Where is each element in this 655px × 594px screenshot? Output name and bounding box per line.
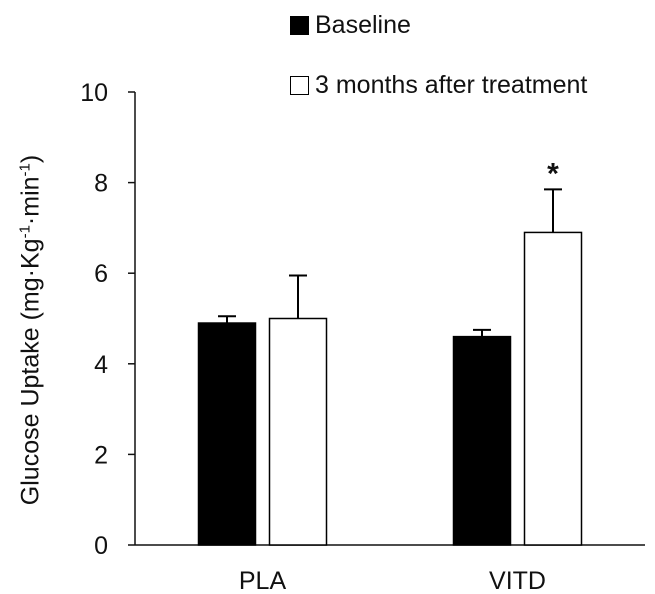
bar-vitd-1 [523,231,583,546]
legend-label-3-months: 3 months after treatment [315,70,588,99]
legend-swatch-3-months [290,75,309,95]
x-tick-label-vitd: VITD [489,567,546,594]
legend-item-baseline: Baseline [290,8,587,42]
y-tick-label: 2 [94,441,108,469]
bar-pla-0 [197,322,257,546]
x-tick-label-pla: PLA [239,567,287,594]
y-tick-label: 0 [94,532,108,560]
y-tick-label: 6 [94,260,108,288]
legend-item-3-months: 3 months after treatment [290,68,587,102]
legend: Baseline 3 months after treatment [290,8,587,128]
legend-swatch-baseline [290,15,309,35]
legend-label-baseline: Baseline [315,10,411,39]
bar-vitd-0 [452,335,512,546]
bar-pla-1 [268,317,328,546]
significance-marker: * [547,157,559,190]
y-tick-label: 8 [94,170,108,198]
y-tick-label: 4 [94,351,108,379]
y-tick-label: 10 [80,79,108,107]
